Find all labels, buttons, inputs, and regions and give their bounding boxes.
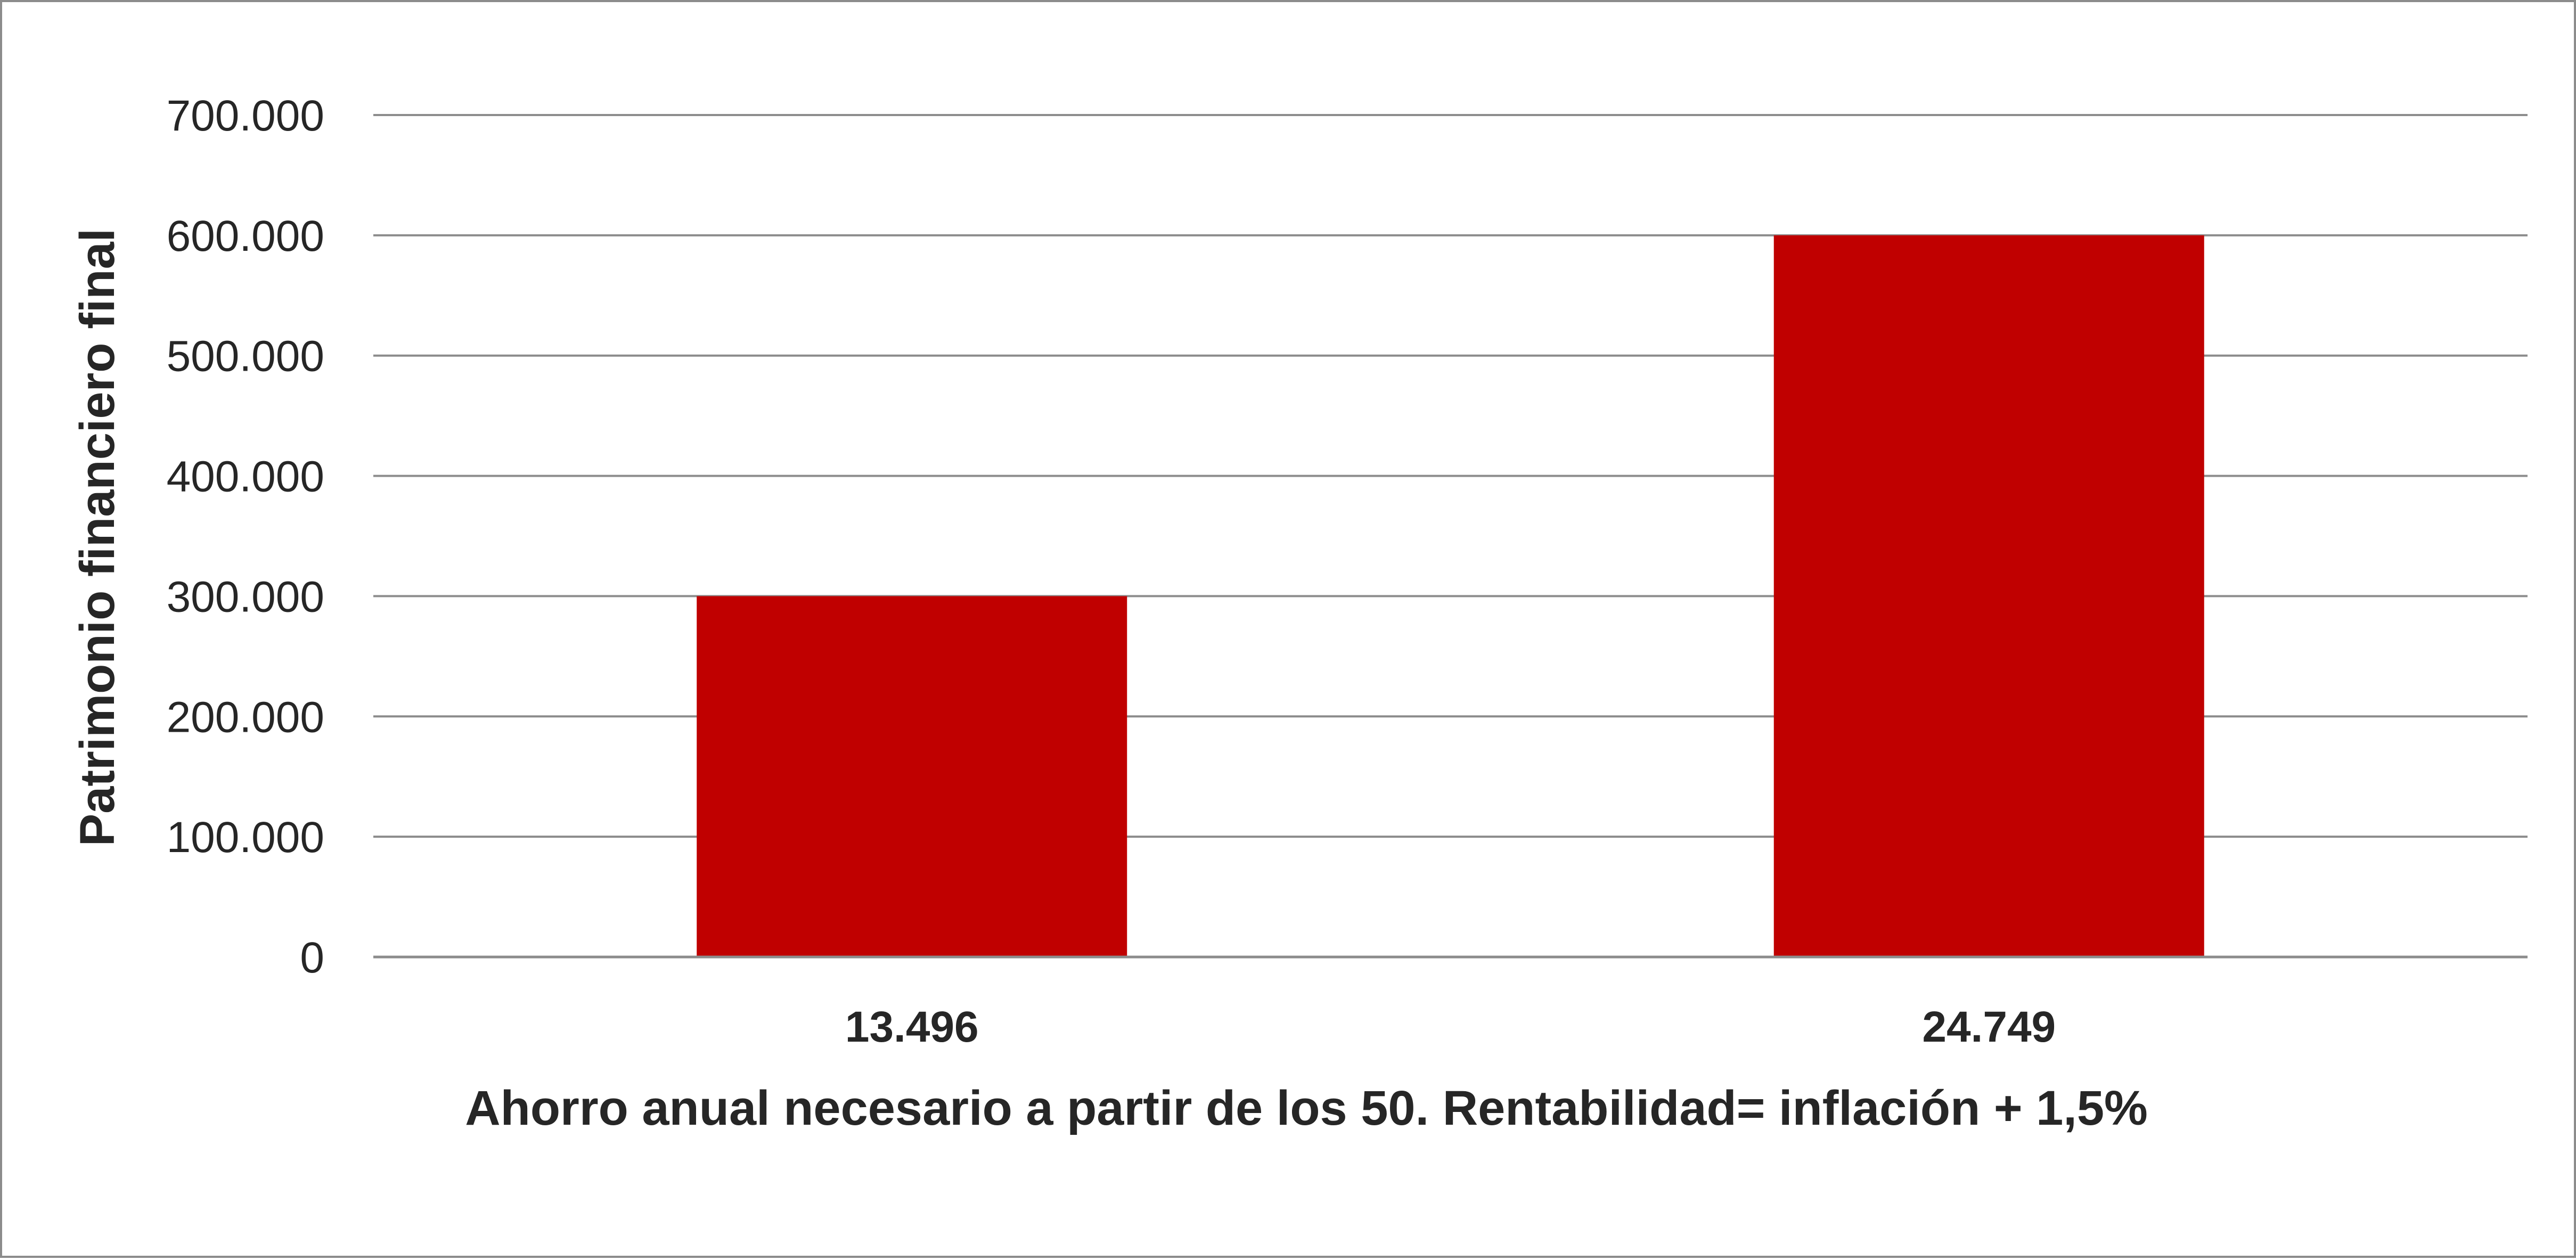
y-tick-label: 0 — [300, 934, 324, 982]
y-tick-label: 600.000 — [167, 212, 324, 260]
bar-24.749 — [1773, 235, 2204, 957]
x-axis-title: Ahorro anual necesario a partir de los 5… — [465, 1081, 2148, 1135]
bar-13.496 — [697, 596, 1127, 957]
y-tick-label: 500.000 — [167, 332, 324, 381]
x-axis-category-labels: 13.496 24.749 — [845, 1003, 2056, 1051]
y-tick-label: 700.000 — [167, 92, 324, 140]
y-tick-label: 200.000 — [167, 693, 324, 741]
y-axis-title: Patrimonio financiero final — [70, 228, 125, 846]
y-tick-label: 100.000 — [167, 813, 324, 862]
gridlines — [373, 114, 2528, 959]
bars — [373, 235, 2528, 959]
y-axis-tick-labels: 0 100.000 200.000 300.000 400.000 500.000 600.… — [167, 92, 324, 982]
y-tick-label: 400.000 — [167, 453, 324, 501]
x-category-label: 24.749 — [1922, 1003, 2056, 1051]
x-category-label: 13.496 — [845, 1003, 979, 1051]
y-tick-label: 300.000 — [167, 572, 324, 621]
